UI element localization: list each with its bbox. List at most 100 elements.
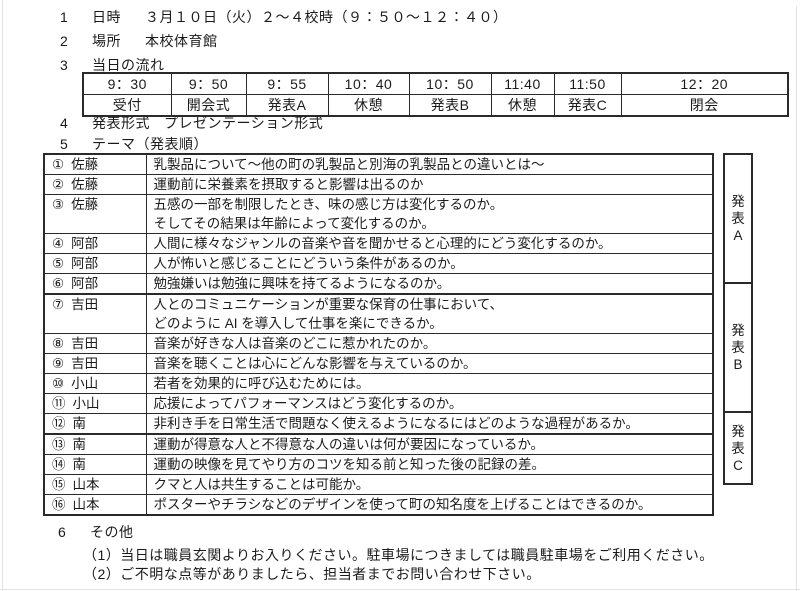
row-number: ⑩: [52, 376, 65, 391]
item-label: 日時: [92, 9, 121, 25]
item-label: その他: [90, 524, 134, 540]
theme-cell: 運動前に栄養素を摂取すると影響は出るのか: [145, 174, 714, 195]
item-number: 5: [60, 136, 69, 152]
item-label: 場所: [92, 33, 121, 49]
row-number: ⑬: [52, 437, 66, 452]
row-number: ⑯: [52, 497, 66, 512]
line-flow: 3 当日の流れ: [60, 55, 165, 75]
theme-cell: 音楽を聴くことは心にどんな影響を与えているのか。: [145, 353, 714, 374]
page-edge-left: [2, 0, 3, 591]
line-other: 6 その他: [58, 522, 134, 542]
presenter-name: 吉田: [71, 356, 99, 371]
schedule-event: 発表C: [553, 94, 622, 117]
presenter-cell: ⑩ 小山: [43, 373, 147, 394]
item-number: 1: [60, 9, 69, 25]
presenter-name: 佐藤: [71, 197, 99, 212]
row-number: ⑫: [52, 416, 66, 431]
row-number: ⑥: [52, 276, 65, 291]
schedule-event: 開会式: [170, 94, 247, 117]
theme-row: ① 佐藤 乳製品について～他の町の乳製品と別海の乳製品との違いとは～: [43, 153, 714, 175]
presentation-group-column: 発表A 発表B 発表C: [723, 153, 753, 485]
schedule-event: 閉会: [620, 94, 789, 117]
group-b-label: 発表B: [731, 323, 745, 372]
presenter-cell: ① 佐藤: [43, 153, 147, 175]
item-number: 2: [60, 33, 69, 49]
line-datetime: 1 日時 ３月１０日（火）２～４校時（９：５０～１２：４０）: [60, 7, 508, 27]
theme-row: ⑦ 吉田 人とのコミュニケーションが重要な保育の仕事において、 どのように AI …: [43, 293, 714, 334]
schedule-time: 10：50: [408, 72, 492, 95]
presenter-name: 阿部: [71, 256, 99, 271]
presenter-cell: ⑨ 吉田: [43, 353, 147, 374]
item-label: テーマ（発表順）: [92, 136, 208, 152]
item-value: プレゼンテーション形式: [164, 115, 324, 131]
schedule-event: 受付: [82, 94, 172, 117]
schedule-time: 12：20: [620, 72, 789, 95]
presenter-cell: ⑯ 山本: [43, 494, 147, 516]
presenter-cell: ④ 阿部: [43, 233, 147, 254]
schedule-event: 休憩: [327, 94, 410, 117]
theme-cell: 運動が得意な人と不得意な人の違いは何が要因になっているか。: [145, 433, 714, 455]
schedule-event: 休憩: [490, 94, 555, 117]
theme-cell: 運動の映像を見てやり方のコツを知る前と知った後の記録の差。: [145, 454, 714, 475]
presenter-name: 佐藤: [71, 177, 99, 192]
theme-cell: 五感の一部を制限したとき、味の感じ方は変化するのか。 そしてその結果は年齢によっ…: [145, 194, 714, 234]
item-number: 3: [60, 57, 69, 73]
presenter-name: 吉田: [71, 297, 99, 312]
presenter-cell: ⑦ 吉田: [43, 293, 147, 334]
presenter-name: 佐藤: [71, 157, 99, 172]
line-place: 2 場所 本校体育館: [60, 31, 218, 51]
group-b-cell: 発表B: [723, 282, 753, 413]
presenter-name: 阿部: [71, 236, 99, 251]
presenter-cell: ⑮ 山本: [43, 474, 147, 495]
schedule-time: 11:40: [490, 72, 555, 95]
schedule-event: 発表A: [245, 94, 329, 117]
theme-row: ⑪ 小山 応援によってパフォーマンスはどう変化するのか。: [43, 393, 714, 414]
presenter-name: 南: [72, 457, 87, 472]
theme-cell: ポスターやチラシなどのデザインを使って町の知名度を上げることはできるのか。: [145, 494, 714, 516]
theme-row: ⑨ 吉田 音楽を聴くことは心にどんな影響を与えているのか。: [43, 353, 714, 374]
row-number: ⑤: [52, 256, 65, 271]
theme-cell: 音楽が好きな人は音楽のどこに惹かれたのか。: [145, 333, 714, 354]
row-number: ⑭: [52, 457, 66, 472]
item-number: 6: [58, 524, 67, 540]
theme-row: ⑥ 阿部 勉強嫌いは勉強に興味を持てるようになるのか。: [43, 273, 714, 295]
theme-cell: 若者を効果的に呼び込むためには。: [145, 373, 714, 394]
theme-row: ⑮ 山本 クマと人は共生することは可能か。: [43, 474, 714, 495]
group-a-cell: 発表A: [723, 153, 753, 284]
schedule-time: 11:50: [553, 72, 622, 95]
presenter-name: 小山: [71, 376, 99, 391]
schedule-table: 9：30 9：50 9：55 10：40 10：50 11:40 11:50 1…: [82, 72, 789, 117]
row-number: ⑦: [52, 297, 65, 312]
presenter-name: 阿部: [71, 276, 99, 291]
presenter-cell: ⑤ 阿部: [43, 253, 147, 274]
note-1: （1）当日は職員玄関よりお入りください。駐車場につきましては職員駐車場をご利用く…: [83, 547, 714, 563]
presenter-cell: ⑧ 吉田: [43, 333, 147, 354]
presenter-name: 山本: [72, 497, 100, 512]
line-themes-heading: 5 テーマ（発表順）: [60, 134, 208, 154]
row-number: ①: [52, 157, 65, 172]
line-format: 4 発表形式 プレゼンテーション形式: [60, 113, 323, 133]
theme-row: ② 佐藤 運動前に栄養素を摂取すると影響は出るのか: [43, 174, 714, 195]
row-number: ④: [52, 236, 65, 251]
theme-row: ⑯ 山本 ポスターやチラシなどのデザインを使って町の知名度を上げることはできるのか…: [43, 494, 714, 516]
schedule-event: 発表B: [408, 94, 492, 117]
schedule-time: 9：50: [170, 72, 247, 95]
schedule-time: 9：30: [82, 72, 172, 95]
presenter-cell: ⑪ 小山: [43, 393, 147, 414]
group-a-label: 発表A: [731, 194, 745, 243]
item-value: 本校体育館: [145, 33, 218, 49]
presenter-cell: ② 佐藤: [43, 174, 147, 195]
theme-cell: 乳製品について～他の町の乳製品と別海の乳製品との違いとは～: [145, 153, 714, 175]
theme-row: ⑩ 小山 若者を効果的に呼び込むためには。: [43, 373, 714, 394]
presenter-name: 吉田: [71, 336, 99, 351]
presenter-name: 南: [72, 437, 87, 452]
theme-cell: 応援によってパフォーマンスはどう変化するのか。: [145, 393, 714, 414]
presenter-cell: ③ 佐藤: [43, 194, 147, 234]
theme-row: ⑧ 吉田 音楽が好きな人は音楽のどこに惹かれたのか。: [43, 333, 714, 354]
item-number: 4: [60, 115, 69, 131]
item-label: 発表形式: [92, 115, 150, 131]
